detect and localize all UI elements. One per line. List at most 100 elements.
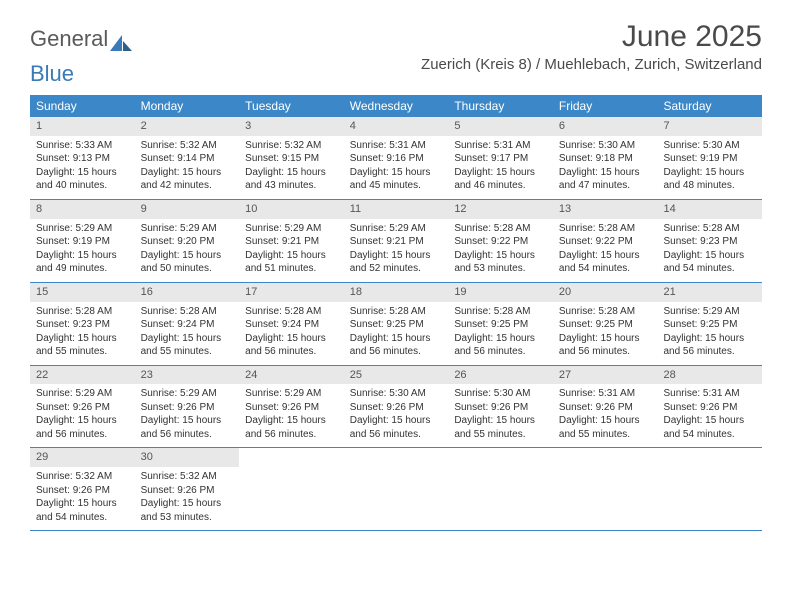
sunset-text: Sunset: 9:25 PM (454, 318, 547, 332)
calendar-cell: 19Sunrise: 5:28 AMSunset: 9:25 PMDayligh… (448, 283, 553, 365)
calendar-cell: 7Sunrise: 5:30 AMSunset: 9:19 PMDaylight… (657, 117, 762, 199)
sunrise-text: Sunrise: 5:28 AM (663, 222, 756, 236)
sunset-text: Sunset: 9:19 PM (36, 235, 129, 249)
daylight-text: Daylight: 15 hours and 56 minutes. (559, 332, 652, 359)
day-number: 15 (30, 283, 135, 302)
day-header-thu: Thursday (448, 95, 553, 117)
calendar-cell: 12 Sunrise: 5:28 AMSunset: 9:22 PMDayligh… (448, 200, 553, 282)
sunset-text: Sunset: 9:26 PM (663, 401, 756, 415)
daylight-text: Daylight: 15 hours and 54 minutes. (559, 249, 652, 276)
calendar-cell: 27Sunrise: 5:31 AMSunset: 9:26 PMDayligh… (553, 366, 658, 448)
sunset-text: Sunset: 9:23 PM (663, 235, 756, 249)
day-number: 9 (135, 200, 240, 219)
day-number: 29 (30, 448, 135, 467)
calendar: Sunday Monday Tuesday Wednesday Thursday… (30, 95, 762, 531)
sunset-text: Sunset: 9:26 PM (454, 401, 547, 415)
calendar-cell: 17Sunrise: 5:28 AMSunset: 9:24 PMDayligh… (239, 283, 344, 365)
sunset-text: Sunset: 9:26 PM (245, 401, 338, 415)
sunrise-text: Sunrise: 5:31 AM (350, 139, 443, 153)
sunrise-text: Sunrise: 5:28 AM (559, 222, 652, 236)
calendar-cell: 2 Sunrise: 5:32 AMSunset: 9:14 PMDaylight… (135, 117, 240, 199)
day-number: 12 (448, 200, 553, 219)
day-number: 28 (657, 366, 762, 385)
day-header-wed: Wednesday (344, 95, 449, 117)
day-number: 5 (448, 117, 553, 136)
sunrise-text: Sunrise: 5:30 AM (350, 387, 443, 401)
sunrise-text: Sunrise: 5:28 AM (245, 305, 338, 319)
sunrise-text: Sunrise: 5:28 AM (454, 222, 547, 236)
calendar-cell: 13Sunrise: 5:28 AMSunset: 9:22 PMDayligh… (553, 200, 658, 282)
calendar-cell: 22Sunrise: 5:29 AMSunset: 9:26 PMDayligh… (30, 366, 135, 448)
sunset-text: Sunset: 9:22 PM (454, 235, 547, 249)
sunset-text: Sunset: 9:14 PM (141, 152, 234, 166)
sunrise-text: Sunrise: 5:31 AM (559, 387, 652, 401)
day-number: 11 (344, 200, 449, 219)
sunset-text: Sunset: 9:19 PM (663, 152, 756, 166)
sunrise-text: Sunrise: 5:28 AM (36, 305, 129, 319)
day-number: 19 (448, 283, 553, 302)
daylight-text: Daylight: 15 hours and 43 minutes. (245, 166, 338, 193)
sunset-text: Sunset: 9:21 PM (245, 235, 338, 249)
sunset-text: Sunset: 9:26 PM (350, 401, 443, 415)
sunset-text: Sunset: 9:15 PM (245, 152, 338, 166)
day-number: 2 (135, 117, 240, 136)
sunrise-text: Sunrise: 5:31 AM (454, 139, 547, 153)
calendar-cell: 15Sunrise: 5:28 AMSunset: 9:23 PMDayligh… (30, 283, 135, 365)
sunrise-text: Sunrise: 5:29 AM (663, 305, 756, 319)
day-header-mon: Monday (135, 95, 240, 117)
sunset-text: Sunset: 9:23 PM (36, 318, 129, 332)
sunrise-text: Sunrise: 5:30 AM (454, 387, 547, 401)
sunrise-text: Sunrise: 5:32 AM (245, 139, 338, 153)
sunrise-text: Sunrise: 5:30 AM (663, 139, 756, 153)
calendar-week: 1Sunrise: 5:33 AMSunset: 9:13 PMDaylight… (30, 117, 762, 200)
sunset-text: Sunset: 9:22 PM (559, 235, 652, 249)
day-number: 22 (30, 366, 135, 385)
calendar-cell: 6Sunrise: 5:30 AMSunset: 9:18 PMDaylight… (553, 117, 658, 199)
sunrise-text: Sunrise: 5:29 AM (141, 387, 234, 401)
calendar-cell: 4Sunrise: 5:31 AMSunset: 9:16 PMDaylight… (344, 117, 449, 199)
daylight-text: Daylight: 15 hours and 53 minutes. (454, 249, 547, 276)
calendar-cell: 11Sunrise: 5:29 AMSunset: 9:21 PMDayligh… (344, 200, 449, 282)
sunrise-text: Sunrise: 5:29 AM (350, 222, 443, 236)
day-number: 24 (239, 366, 344, 385)
day-header-row: Sunday Monday Tuesday Wednesday Thursday… (30, 95, 762, 117)
calendar-cell: 26 Sunrise: 5:30 AMSunset: 9:26 PMDayligh… (448, 366, 553, 448)
calendar-cell: 29Sunrise: 5:32 AMSunset: 9:26 PMDayligh… (30, 448, 135, 530)
day-number: 7 (657, 117, 762, 136)
sunrise-text: Sunrise: 5:30 AM (559, 139, 652, 153)
daylight-text: Daylight: 15 hours and 56 minutes. (245, 414, 338, 441)
daylight-text: Daylight: 15 hours and 56 minutes. (350, 414, 443, 441)
day-number: 26 (448, 366, 553, 385)
daylight-text: Daylight: 15 hours and 55 minutes. (454, 414, 547, 441)
sunset-text: Sunset: 9:17 PM (454, 152, 547, 166)
sunrise-text: Sunrise: 5:32 AM (141, 139, 234, 153)
day-number: 10 (239, 200, 344, 219)
daylight-text: Daylight: 15 hours and 56 minutes. (663, 332, 756, 359)
day-header-sun: Sunday (30, 95, 135, 117)
daylight-text: Daylight: 15 hours and 42 minutes. (141, 166, 234, 193)
calendar-cell: 16Sunrise: 5:28 AMSunset: 9:24 PMDayligh… (135, 283, 240, 365)
day-header-tue: Tuesday (239, 95, 344, 117)
calendar-cell (657, 448, 762, 530)
sunset-text: Sunset: 9:16 PM (350, 152, 443, 166)
daylight-text: Daylight: 15 hours and 40 minutes. (36, 166, 129, 193)
day-number: 16 (135, 283, 240, 302)
daylight-text: Daylight: 15 hours and 51 minutes. (245, 249, 338, 276)
calendar-week: 29Sunrise: 5:32 AMSunset: 9:26 PMDayligh… (30, 448, 762, 531)
sunrise-text: Sunrise: 5:32 AM (36, 470, 129, 484)
daylight-text: Daylight: 15 hours and 53 minutes. (141, 497, 234, 524)
sunrise-text: Sunrise: 5:28 AM (454, 305, 547, 319)
sunrise-text: Sunrise: 5:28 AM (350, 305, 443, 319)
calendar-cell: 5Sunrise: 5:31 AMSunset: 9:17 PMDaylight… (448, 117, 553, 199)
day-number: 8 (30, 200, 135, 219)
daylight-text: Daylight: 15 hours and 55 minutes. (141, 332, 234, 359)
sunset-text: Sunset: 9:25 PM (350, 318, 443, 332)
sunrise-text: Sunrise: 5:32 AM (141, 470, 234, 484)
logo: General (30, 20, 132, 52)
daylight-text: Daylight: 15 hours and 54 minutes. (36, 497, 129, 524)
calendar-cell (239, 448, 344, 530)
day-number: 1 (30, 117, 135, 136)
day-number: 6 (553, 117, 658, 136)
day-number: 30 (135, 448, 240, 467)
calendar-cell: 9Sunrise: 5:29 AMSunset: 9:20 PMDaylight… (135, 200, 240, 282)
